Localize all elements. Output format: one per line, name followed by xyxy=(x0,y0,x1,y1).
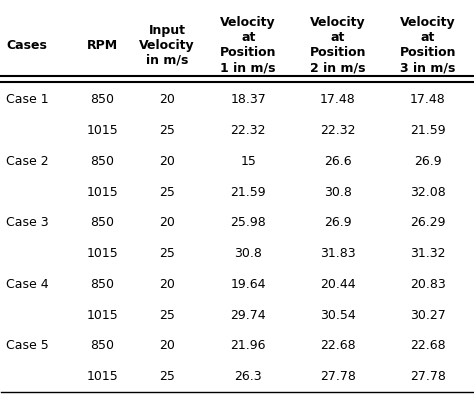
Text: 25: 25 xyxy=(159,124,175,137)
Text: 1015: 1015 xyxy=(86,124,118,137)
Text: 22.68: 22.68 xyxy=(320,339,356,352)
Text: 26.9: 26.9 xyxy=(414,155,442,168)
Text: 31.83: 31.83 xyxy=(320,247,356,260)
Text: 30.8: 30.8 xyxy=(234,247,262,260)
Text: 26.9: 26.9 xyxy=(324,216,352,229)
Text: Case 2: Case 2 xyxy=(6,155,49,168)
Text: 19.64: 19.64 xyxy=(230,278,266,291)
Text: Velocity
at
Position
1 in m/s: Velocity at Position 1 in m/s xyxy=(220,17,276,74)
Text: 850: 850 xyxy=(91,216,114,229)
Text: Input
Velocity
in m/s: Input Velocity in m/s xyxy=(139,24,195,67)
Text: 30.54: 30.54 xyxy=(320,309,356,322)
Text: 20.44: 20.44 xyxy=(320,278,356,291)
Text: 30.27: 30.27 xyxy=(410,309,446,322)
Text: 1015: 1015 xyxy=(86,309,118,322)
Text: 20: 20 xyxy=(159,216,175,229)
Text: 20: 20 xyxy=(159,155,175,168)
Text: 25: 25 xyxy=(159,185,175,199)
Text: 1015: 1015 xyxy=(86,185,118,199)
Text: 30.8: 30.8 xyxy=(324,185,352,199)
Text: 21.59: 21.59 xyxy=(410,124,446,137)
Text: 22.68: 22.68 xyxy=(410,339,446,352)
Text: 25: 25 xyxy=(159,309,175,322)
Text: 27.78: 27.78 xyxy=(410,370,446,383)
Text: 15: 15 xyxy=(240,155,256,168)
Text: 26.29: 26.29 xyxy=(410,216,446,229)
Text: 850: 850 xyxy=(91,93,114,106)
Text: 25.98: 25.98 xyxy=(230,216,266,229)
Text: 850: 850 xyxy=(91,339,114,352)
Text: 29.74: 29.74 xyxy=(230,309,266,322)
Text: 20.83: 20.83 xyxy=(410,278,446,291)
Text: 26.3: 26.3 xyxy=(235,370,262,383)
Text: 1015: 1015 xyxy=(86,370,118,383)
Text: Velocity
at
Position
3 in m/s: Velocity at Position 3 in m/s xyxy=(400,17,456,74)
Text: RPM: RPM xyxy=(87,39,118,52)
Text: 22.32: 22.32 xyxy=(320,124,356,137)
Text: 22.32: 22.32 xyxy=(230,124,266,137)
Text: Case 5: Case 5 xyxy=(6,339,49,352)
Text: 25: 25 xyxy=(159,370,175,383)
Text: Case 4: Case 4 xyxy=(6,278,49,291)
Text: Case 1: Case 1 xyxy=(6,93,49,106)
Text: 27.78: 27.78 xyxy=(320,370,356,383)
Text: Velocity
at
Position
2 in m/s: Velocity at Position 2 in m/s xyxy=(310,17,366,74)
Text: 850: 850 xyxy=(91,155,114,168)
Text: 1015: 1015 xyxy=(86,247,118,260)
Text: 18.37: 18.37 xyxy=(230,93,266,106)
Text: 25: 25 xyxy=(159,247,175,260)
Text: Case 3: Case 3 xyxy=(6,216,49,229)
Text: 32.08: 32.08 xyxy=(410,185,446,199)
Text: 26.6: 26.6 xyxy=(324,155,352,168)
Text: 850: 850 xyxy=(91,278,114,291)
Text: 21.96: 21.96 xyxy=(230,339,266,352)
Text: 31.32: 31.32 xyxy=(410,247,446,260)
Text: 20: 20 xyxy=(159,93,175,106)
Text: 20: 20 xyxy=(159,278,175,291)
Text: 17.48: 17.48 xyxy=(320,93,356,106)
Text: 17.48: 17.48 xyxy=(410,93,446,106)
Text: 20: 20 xyxy=(159,339,175,352)
Text: 21.59: 21.59 xyxy=(230,185,266,199)
Text: Cases: Cases xyxy=(6,39,47,52)
